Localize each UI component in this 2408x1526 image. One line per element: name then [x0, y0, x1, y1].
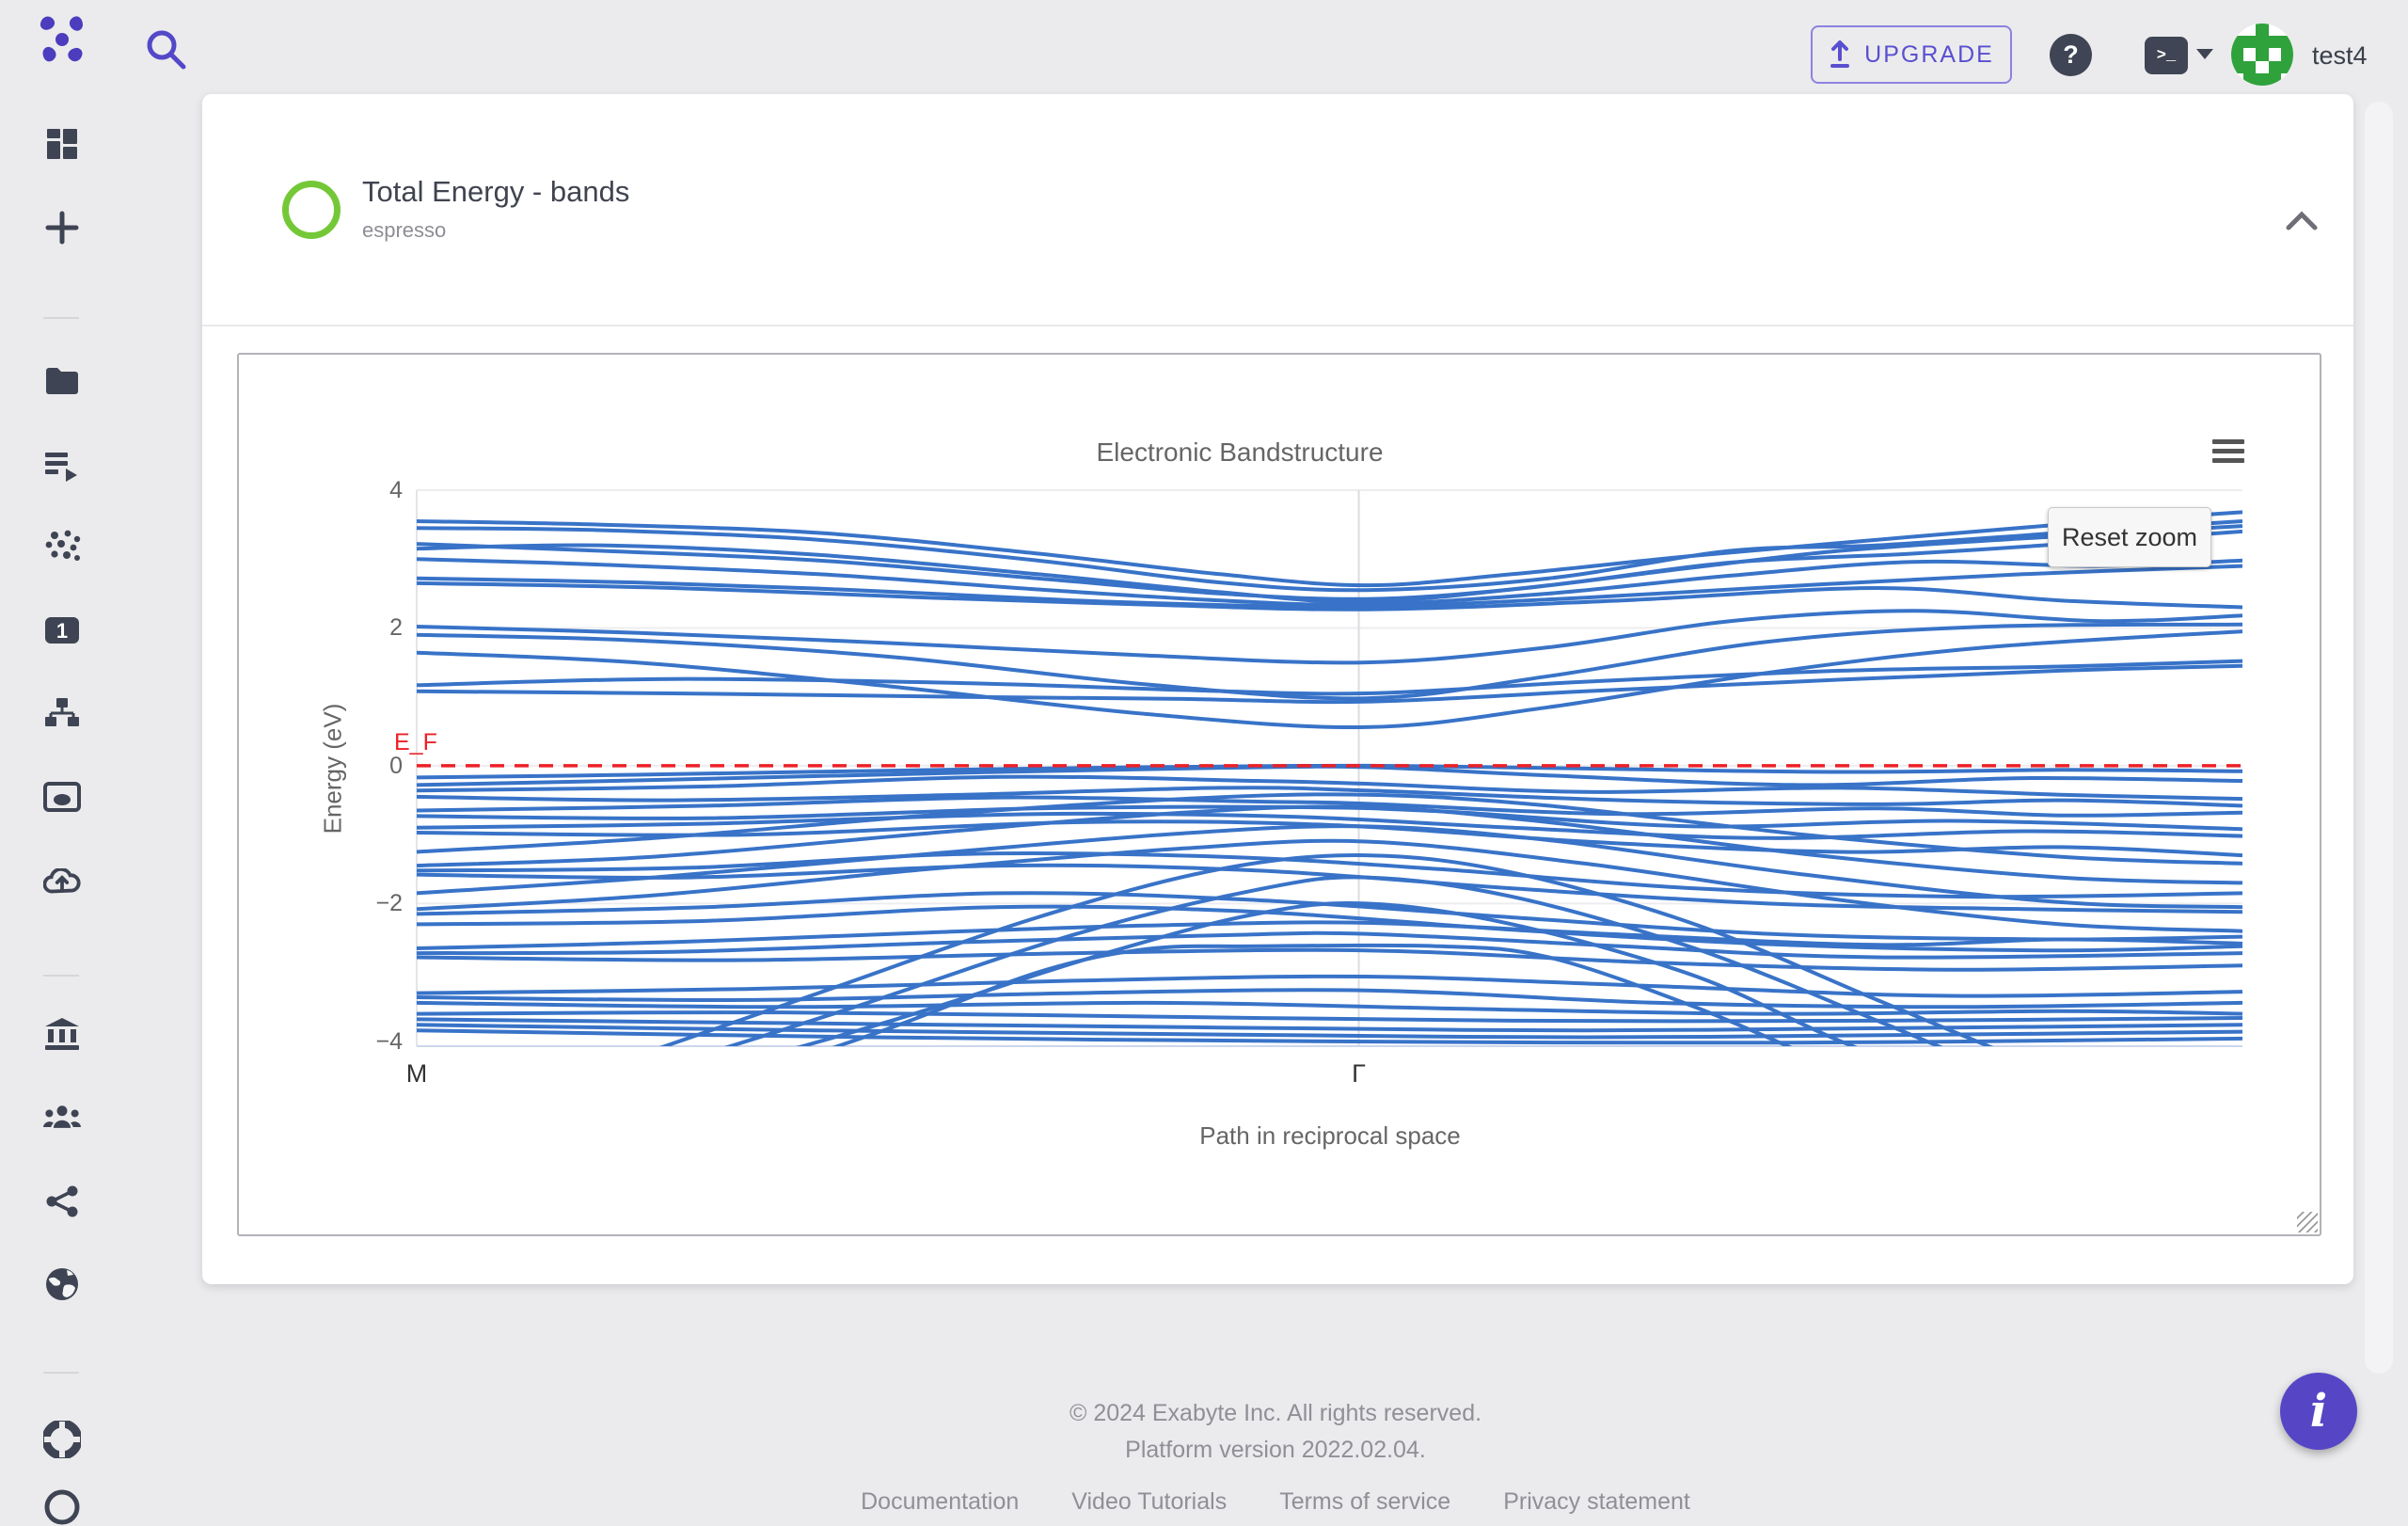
y-tick-label: 4 [389, 477, 403, 503]
caret-down-icon[interactable] [2196, 49, 2213, 59]
upgrade-button[interactable]: UPGRADE [1811, 25, 2012, 84]
sidebar-item-teams[interactable] [43, 1099, 81, 1137]
search-icon[interactable] [143, 26, 190, 73]
reset-zoom-button[interactable]: Reset zoom [2048, 507, 2211, 567]
y-tick-label: −4 [375, 1027, 403, 1055]
upgrade-label: UPGRADE [1864, 40, 1994, 68]
sidebar-item-uploads[interactable] [43, 864, 81, 901]
chart-panel: Electronic Bandstructure E_F Energy (eV)… [237, 353, 2321, 1236]
help-icon[interactable]: ? [2050, 34, 2092, 76]
upload-arrow-icon [1830, 40, 1850, 68]
people-icon [43, 1105, 81, 1128]
x-tick-label: M [405, 1059, 428, 1088]
sidebar-item-materials[interactable] [43, 528, 81, 565]
footer-version: Platform version 2022.02.04. [1125, 1437, 1426, 1463]
footer-copyright: © 2024 Exabyte Inc. All rights reserved. [1069, 1400, 1482, 1426]
bank-icon [45, 1018, 79, 1050]
folder-icon [46, 368, 78, 394]
footer-link-documentation[interactable]: Documentation [861, 1488, 1020, 1515]
playlist-play-icon [45, 453, 77, 482]
sidebar-divider [43, 317, 79, 319]
sidebar-item-licenses[interactable]: 1 [43, 612, 81, 649]
y-axis-title: Energy (eV) [318, 703, 347, 835]
avatar-identicon[interactable] [2231, 24, 2293, 86]
card-title: Total Energy - bands [362, 175, 630, 208]
sidebar-divider [43, 1372, 79, 1374]
status-ring-icon [282, 181, 341, 239]
footer-link-terms[interactable]: Terms of service [1279, 1488, 1451, 1515]
workflow-tree-icon [45, 698, 79, 726]
username[interactable]: test4 [2312, 41, 2368, 70]
bandstructure-plot[interactable] [239, 355, 2320, 1234]
terminal-icon[interactable]: >_ [2145, 37, 2188, 74]
svg-text:1: 1 [56, 619, 68, 643]
x-tick-label: Γ [1352, 1059, 1366, 1088]
sidebar-item-support[interactable] [43, 1421, 81, 1458]
globe-icon [46, 1268, 78, 1300]
collapse-chevron-icon[interactable] [2283, 209, 2321, 233]
fermi-level-label: E_F [394, 729, 437, 755]
image-icon [43, 782, 81, 812]
brand-logo-icon[interactable] [36, 13, 88, 66]
panel-resize-handle[interactable] [2297, 1212, 2318, 1232]
page-scrollbar-thumb[interactable] [2365, 102, 2393, 1374]
sidebar-item-jobs[interactable] [43, 447, 81, 485]
dashboard-icon [47, 129, 77, 159]
card-header-divider [202, 325, 2353, 326]
footer-link-video-tutorials[interactable]: Video Tutorials [1071, 1488, 1228, 1515]
y-tick-label: 2 [389, 614, 403, 642]
y-tick-label: 0 [389, 752, 403, 779]
sidebar-item-public[interactable] [43, 1265, 81, 1303]
footer-link-privacy[interactable]: Privacy statement [1503, 1488, 1690, 1515]
chart-title: Electronic Bandstructure [1096, 437, 1384, 467]
sidebar-item-projects[interactable] [43, 362, 81, 400]
x-axis-title: Path in reciprocal space [1199, 1121, 1461, 1150]
helm-icon [43, 1421, 81, 1458]
info-fab-button[interactable]: i [2280, 1373, 2357, 1450]
footer-links: Documentation Video Tutorials Terms of s… [71, 1488, 2408, 1516]
card-subtitle: espresso [362, 218, 447, 242]
sidebar-item-sharing[interactable] [43, 1183, 81, 1220]
one-badge-icon: 1 [45, 617, 79, 644]
sidebar-item-organization[interactable] [43, 1015, 81, 1053]
sidebar-item-create-new[interactable] [43, 209, 81, 246]
cloud-upload-icon [43, 868, 81, 894]
result-card: Total Energy - bands espresso Electronic… [202, 94, 2353, 1284]
chart-menu-icon[interactable] [2212, 439, 2244, 468]
sidebar-divider [43, 975, 79, 977]
sidebar-item-workflows[interactable] [43, 694, 81, 732]
topbar: UPGRADE ? >_ test4 [0, 0, 2408, 94]
sidebar-item-dashboard[interactable] [43, 125, 81, 163]
share-icon [46, 1185, 78, 1217]
molecule-dots-icon [45, 530, 81, 561]
plus-icon [45, 211, 79, 245]
y-tick-label: −2 [375, 890, 403, 917]
sidebar-item-media[interactable] [43, 778, 81, 816]
